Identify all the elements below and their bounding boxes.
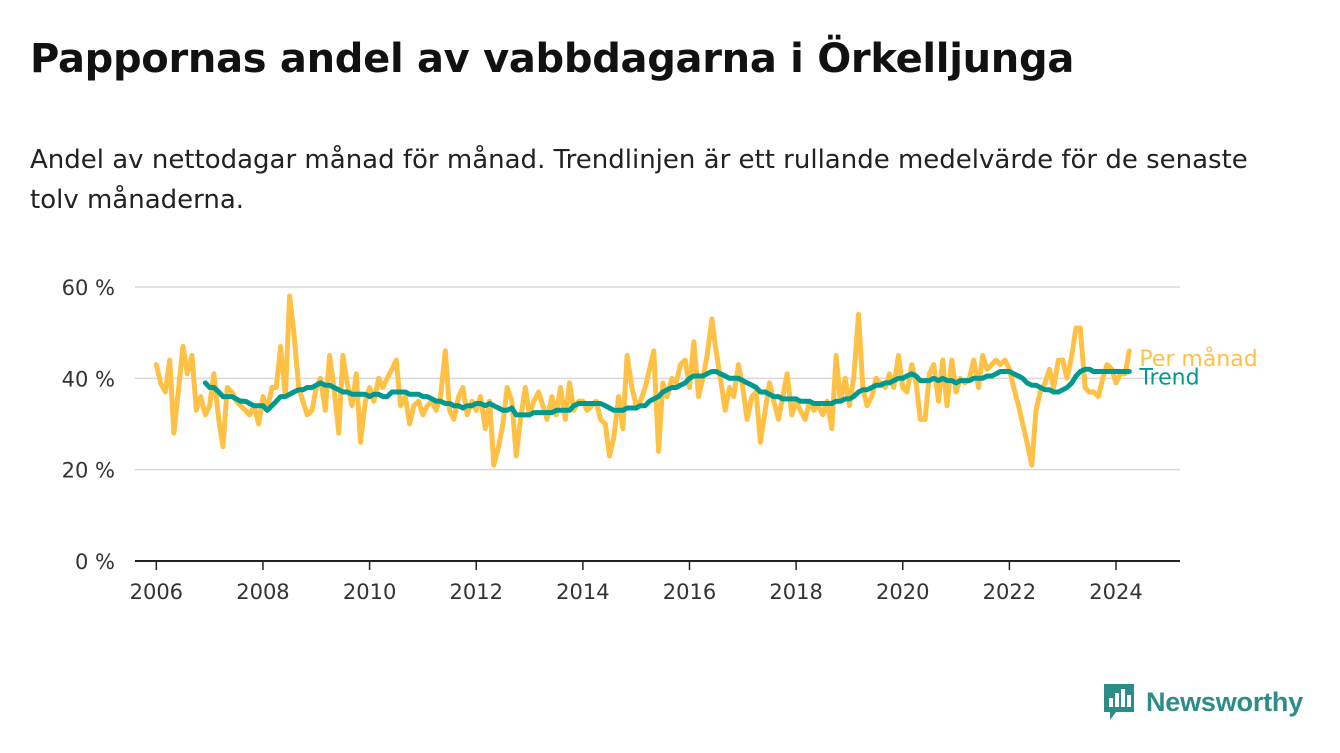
newsworthy-logo-icon — [1104, 684, 1134, 720]
series-lines — [153, 293, 1132, 468]
x-tick-label: 2008 — [236, 580, 289, 604]
x-tick-label: 2010 — [343, 580, 396, 604]
label-trend: Trend — [1138, 365, 1199, 390]
page-title: Pappornas andel av vabbdagarna i Örkellj… — [30, 36, 1075, 82]
x-tick-label: 2020 — [876, 580, 929, 604]
x-tick-label: 2014 — [556, 580, 609, 604]
y-tick-label: 0 % — [75, 550, 115, 574]
x-axis-ticks: 2006 2008 2010 2012 2014 2016 2018 2020 2022 2024 — [130, 561, 1143, 604]
x-tick-label: 2016 — [663, 580, 716, 604]
y-axis-ticks: 0 % 20 % 40 % 60 % — [62, 276, 115, 574]
x-tick-label: 2024 — [1089, 580, 1142, 604]
y-tick-label: 40 % — [62, 367, 115, 391]
y-tick-label: 60 % — [62, 276, 115, 300]
x-tick-label: 2018 — [769, 580, 822, 604]
x-tick-label: 2022 — [983, 580, 1036, 604]
brand-name: Newsworthy — [1146, 686, 1304, 717]
x-tick-label: 2006 — [130, 580, 183, 604]
label-monthly: Per månad — [1139, 346, 1257, 372]
x-tick-label: 2012 — [449, 580, 502, 604]
chart-subtitle: Andel av nettodagar månad för månad. Tre… — [30, 145, 1248, 215]
brand-logo: Newsworthy — [1102, 682, 1303, 722]
y-tick-label: 20 % — [62, 459, 115, 483]
series-line-trend — [202, 366, 1132, 418]
